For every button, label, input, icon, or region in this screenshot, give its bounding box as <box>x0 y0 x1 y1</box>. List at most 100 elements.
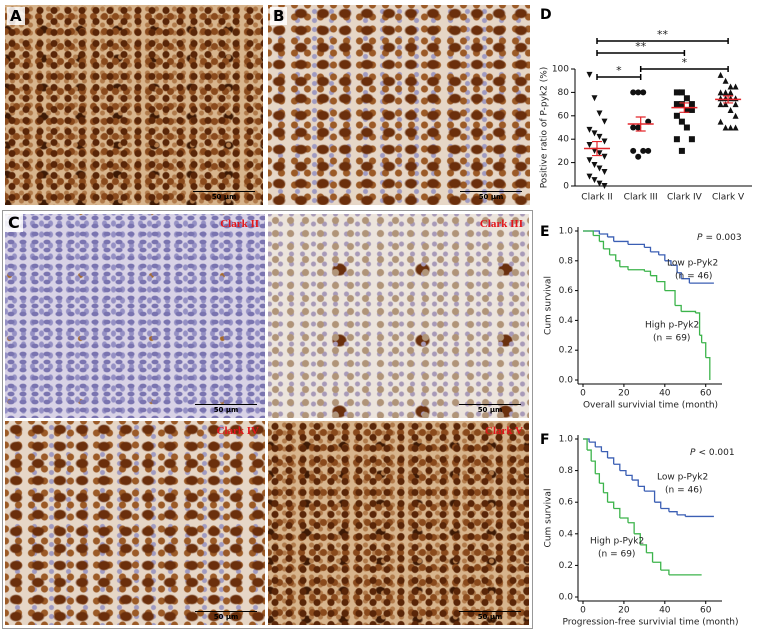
point <box>630 124 637 131</box>
x-axis-label: Progression-free survivial time (month) <box>562 618 738 628</box>
y-tick-label: 0.6 <box>559 498 574 508</box>
micrograph: B 50 μm <box>268 5 530 205</box>
x-tick-label: Clark V <box>712 193 745 203</box>
survival-step <box>658 254 666 261</box>
point <box>640 89 647 96</box>
p-value: P < 0.001 <box>690 448 735 458</box>
series-n-label: (n = 46) <box>665 486 702 496</box>
point <box>591 95 598 102</box>
point <box>586 157 593 164</box>
survival-step <box>591 460 596 474</box>
y-tick-label: 0.4 <box>559 529 574 539</box>
y-tick-label: 0 <box>563 182 569 192</box>
significance-bracket <box>596 74 642 80</box>
point <box>688 136 695 143</box>
survival-step <box>628 522 635 534</box>
y-tick-label: 1.0 <box>559 227 574 237</box>
p-value: P = 0.003 <box>697 233 742 243</box>
survival-step <box>681 278 691 284</box>
significance-label: * <box>682 56 688 69</box>
y-tick-label: 1.0 <box>559 435 574 445</box>
point <box>717 95 724 102</box>
survival-step <box>644 246 652 252</box>
survival-step <box>619 469 627 476</box>
point <box>722 89 729 96</box>
panel-label: E <box>540 224 550 240</box>
panel-label: A <box>7 7 25 25</box>
survival-step <box>644 490 656 503</box>
x-tick-label: 0 <box>580 606 586 616</box>
survival-step <box>677 272 682 279</box>
significance-bracket <box>596 50 686 56</box>
y-tick-label: 20 <box>558 158 570 168</box>
survival-step <box>664 289 676 306</box>
survival-step <box>583 230 594 236</box>
point <box>596 133 603 140</box>
survival-step <box>632 479 639 487</box>
significance-label: ** <box>657 28 669 41</box>
micrograph: Clark V 50 μm <box>268 421 529 625</box>
error-bar <box>635 116 646 132</box>
panel-frame <box>2 210 533 629</box>
y-tick-label: 0.2 <box>559 346 573 356</box>
survival-step <box>675 304 682 312</box>
y-tick-label: 0.8 <box>559 256 574 266</box>
significance-bracket <box>596 38 729 44</box>
survival-step <box>593 234 601 242</box>
survival-step <box>589 441 596 447</box>
survival-step <box>603 248 611 255</box>
survival-step <box>619 517 629 523</box>
point <box>678 89 685 96</box>
survival-step <box>599 482 605 493</box>
point <box>601 183 608 189</box>
point <box>732 95 739 102</box>
x-tick-label: Clark IV <box>667 193 703 203</box>
point <box>635 89 642 96</box>
survival-step <box>619 266 629 270</box>
point <box>586 71 593 78</box>
micrograph: Clark III 50 μm <box>268 214 529 418</box>
error-bar <box>592 140 602 157</box>
survival-step <box>609 254 617 261</box>
point <box>732 101 739 108</box>
survival-step <box>599 240 605 249</box>
series-label: High p-Pyk2 <box>590 537 644 547</box>
series-n-label: (n = 46) <box>675 272 712 282</box>
point <box>596 180 603 187</box>
point <box>591 130 598 137</box>
series-label: Low p-Pyk2 <box>667 259 718 269</box>
survival-step <box>705 357 711 380</box>
x-tick-label: 40 <box>659 606 671 616</box>
point <box>732 83 739 90</box>
stage-label: Clark III <box>479 218 523 230</box>
scale-bar: 50 μm <box>460 191 522 201</box>
scale-bar: 50 μm <box>195 611 257 621</box>
survival-step <box>615 260 621 267</box>
scale-bar: 50 μm <box>459 611 521 621</box>
point <box>601 168 608 175</box>
x-tick-label: Clark III <box>624 193 658 203</box>
error-bar <box>723 95 734 104</box>
survival-step <box>668 511 678 515</box>
series-label: Low p-Pyk2 <box>657 473 708 483</box>
survival-step <box>587 449 592 462</box>
x-tick-label: 60 <box>700 606 712 616</box>
survival-step <box>613 240 629 245</box>
x-tick-label: 40 <box>659 389 671 399</box>
survival-step <box>625 474 633 481</box>
significance-label: * <box>616 64 622 77</box>
point <box>727 124 734 131</box>
point <box>586 126 593 133</box>
micrograph: A 50 μm <box>5 5 263 205</box>
point <box>683 124 690 131</box>
point <box>645 118 652 125</box>
y-axis-label: Cum survival <box>544 276 554 335</box>
survival-step <box>607 501 615 509</box>
survival-step <box>677 514 686 517</box>
point <box>727 89 734 96</box>
survival-step <box>595 446 603 452</box>
survival-step <box>664 260 672 266</box>
survival-step <box>681 310 697 313</box>
